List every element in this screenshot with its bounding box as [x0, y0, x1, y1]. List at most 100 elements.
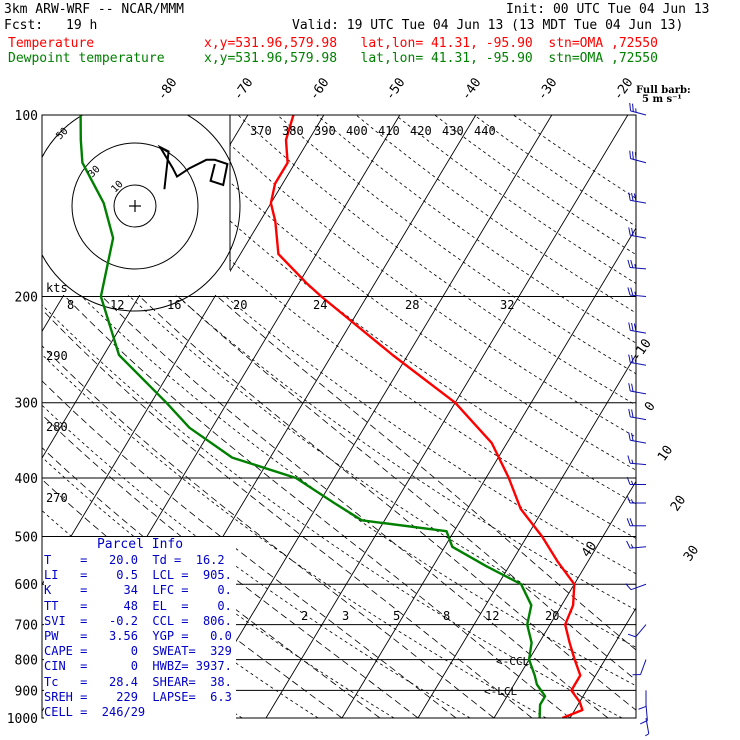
wind-barb — [632, 659, 647, 676]
dry-adiabat — [159, 115, 636, 471]
mixing-ratio-label: 5 — [393, 609, 400, 623]
dry-adiabat — [42, 353, 547, 718]
dry-adiabat — [42, 161, 636, 611]
wind-barb-flag — [630, 287, 634, 296]
valid-time: Valid: 19 UTC Tue 04 Jun 13 (13 MDT Tue … — [292, 18, 684, 33]
ccl-marker: <-CCL — [496, 655, 529, 668]
barb-note-line2: 5 m s⁻¹ — [642, 94, 682, 105]
pressure-tick-label: 200 — [15, 291, 38, 306]
wind-barb — [645, 717, 650, 737]
hodograph-ring — [113, 184, 157, 228]
moist-adiabat — [42, 345, 495, 718]
parcel-row: SVI = -0.2 CCL = 806. — [44, 613, 232, 628]
parcel-row: T = 20.0 Td = 16.2 — [44, 553, 225, 567]
hodograph-speed-label: 20 — [233, 298, 247, 312]
wind-barb — [628, 322, 647, 334]
wind-barb-flag — [631, 459, 634, 464]
dry-adiabat — [42, 207, 636, 648]
wind-barb-flag — [631, 409, 634, 418]
parcel-row: SREH = 229 LAPSE= 6.3 — [44, 689, 232, 704]
wind-barb-flag — [645, 733, 650, 737]
lcl-marker: <-LCL — [484, 685, 517, 698]
wind-barb — [628, 354, 647, 366]
isotherm — [189, 115, 553, 718]
wind-barb-flag — [629, 518, 634, 526]
wind-barb — [628, 192, 647, 204]
pressure-tick-label: 700 — [15, 619, 38, 634]
wind-barb — [628, 432, 647, 444]
moist-adiabat — [217, 296, 636, 651]
dry-adiabat — [42, 304, 623, 718]
wind-barb — [626, 518, 646, 527]
dry-adiabat — [198, 115, 636, 438]
wind-barb-flag — [626, 518, 631, 526]
parcel-info-title: Parcel Info — [96, 537, 184, 552]
wind-barb-flag — [627, 287, 631, 296]
hodograph-ring — [42, 115, 241, 312]
temperature-label: 0 — [642, 399, 659, 414]
temperature-label: -70 — [231, 75, 257, 103]
wind-barb-flag — [628, 408, 631, 417]
wind-barb — [627, 259, 647, 270]
theta-label: 430 — [442, 124, 464, 138]
wind-barb-flag — [628, 227, 631, 236]
wind-barb-flag — [631, 192, 634, 201]
parcel-row: CELL = 246/29 — [44, 705, 146, 720]
hodograph-speed-label: 16 — [167, 298, 181, 312]
wind-barb-flag — [628, 192, 631, 201]
wind-barb — [628, 383, 647, 395]
wind-barb-flag — [627, 633, 636, 638]
wind-barb-flag — [631, 322, 634, 331]
wind-barb — [638, 690, 647, 710]
isotherm — [417, 353, 636, 718]
temperature-label: 40 — [579, 539, 600, 560]
wind-barb-staff — [640, 659, 647, 675]
barb-note-line1: Full barb: — [636, 85, 691, 96]
hodograph-background — [42, 115, 230, 295]
wind-barb-flag — [631, 383, 634, 392]
pressure-tick-label: 300 — [15, 397, 38, 412]
mixing-ratio-label: 12 — [485, 609, 499, 623]
wind-barb-staff — [645, 717, 650, 734]
wind-barb — [629, 150, 647, 164]
wind-barb-flag — [634, 359, 637, 364]
wind-barb-flag — [631, 432, 634, 441]
dry-adiabat — [237, 115, 636, 406]
wind-barb-flag — [632, 151, 634, 160]
temperature-label: -20 — [611, 75, 637, 103]
temperature-label: 20 — [668, 493, 689, 514]
wind-barb-flag — [634, 291, 637, 296]
dry-adiabat — [119, 115, 636, 505]
wind-barb — [626, 540, 647, 549]
theta-label: 420 — [410, 124, 432, 138]
parcel-row: CIN = 0 HWBZ= 3937. — [44, 659, 232, 674]
isotherm — [569, 607, 636, 718]
wind-barb — [626, 476, 646, 486]
wind-barb — [627, 624, 647, 638]
pressure-tick-label: 100 — [15, 109, 38, 124]
model-title: 3km ARW-WRF -- NCAR/MMM — [4, 2, 185, 17]
temperature-trace — [269, 115, 584, 718]
wind-barb-flag — [628, 432, 631, 441]
dry-adiabat — [513, 115, 636, 199]
parcel-row: Tc = 28.4 SHEAR= 38. — [44, 674, 232, 689]
wind-barb-flag — [629, 150, 632, 159]
moist-adiabat — [42, 380, 457, 718]
temperature-label: -60 — [307, 75, 333, 103]
hodograph-speed-label: 24 — [313, 298, 327, 312]
temperature-label: -30 — [535, 75, 561, 103]
temperature-location: x,y=531.96,579.98 lat,lon= 41.31, -95.90… — [204, 36, 658, 51]
dry-adiabat — [434, 115, 636, 256]
wind-barb-flag — [630, 480, 634, 485]
wind-barb-flag — [630, 259, 634, 268]
wind-barb — [627, 455, 647, 466]
mixing-ratio-label: 3 — [342, 609, 349, 623]
wind-barb-flag — [631, 227, 634, 236]
hodograph-speed-label: 8 — [67, 298, 74, 312]
wind-barb-staff — [630, 583, 647, 591]
mixing-ratio-label: 2 — [301, 609, 308, 623]
dry-adiabat — [473, 115, 636, 227]
wind-barb-flag — [632, 103, 634, 112]
dry-adiabat — [277, 115, 636, 375]
isotherm — [722, 115, 740, 718]
